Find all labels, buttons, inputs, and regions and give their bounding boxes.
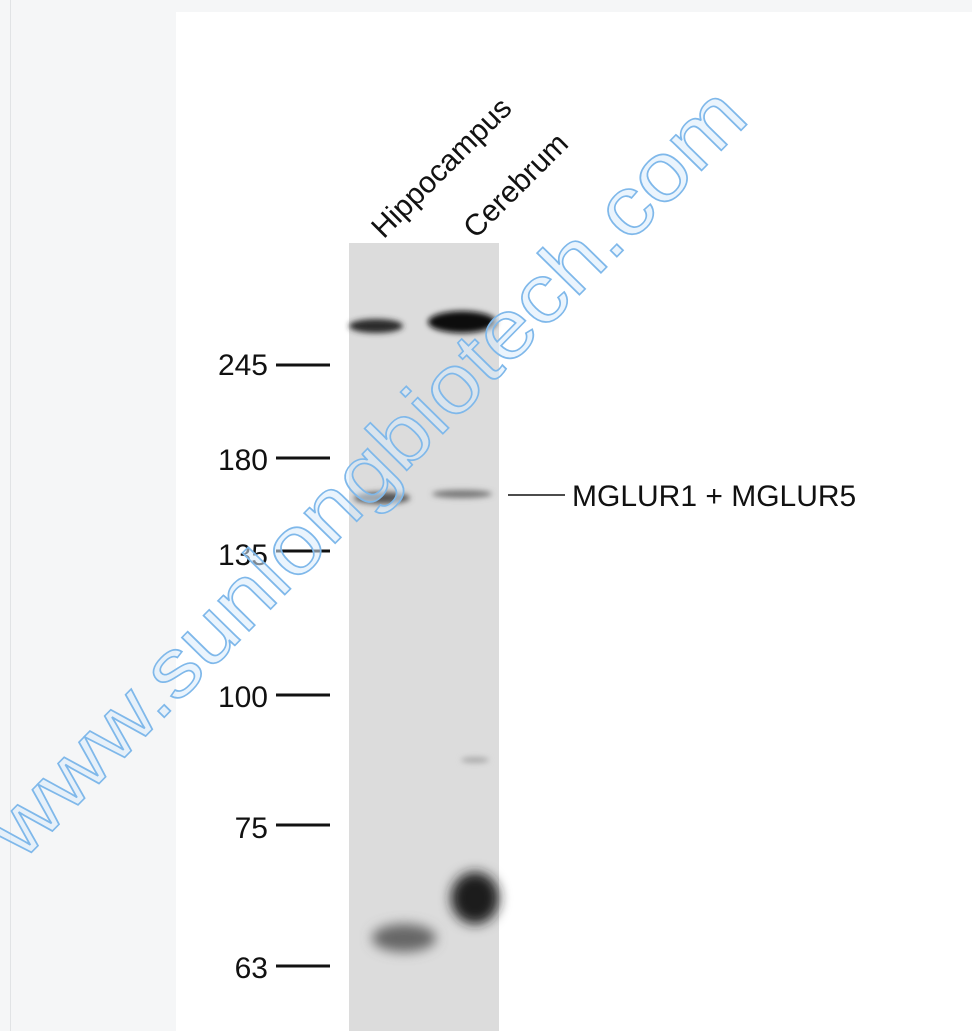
- marker-label: 245: [218, 349, 268, 382]
- band: [349, 319, 403, 333]
- band: [451, 872, 499, 924]
- marker-label: 75: [235, 812, 268, 845]
- marker-label: 63: [235, 952, 268, 985]
- band-label: MGLUR1 + MGLUR5: [572, 480, 856, 513]
- band: [461, 757, 489, 763]
- blot-figure: Hippocampus Cerebrum 245 180 135 100 75 …: [0, 0, 972, 1031]
- marker-label: 180: [218, 444, 268, 477]
- marker-label: 100: [218, 681, 268, 714]
- band: [372, 924, 436, 952]
- band: [432, 490, 492, 498]
